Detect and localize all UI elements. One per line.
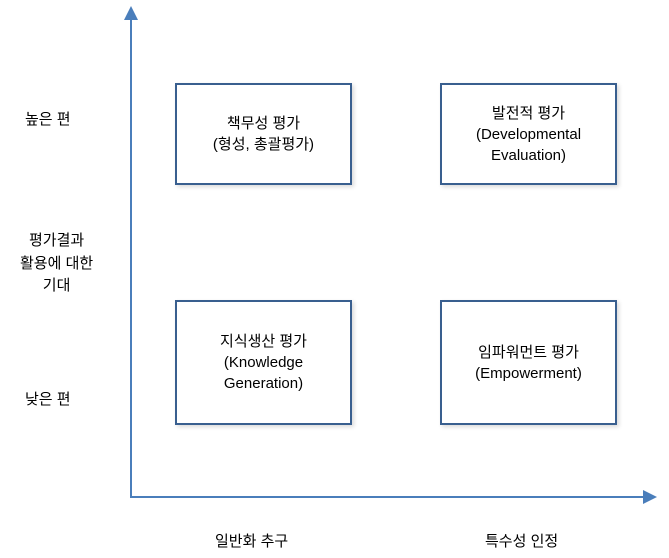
x-axis-arrow-icon	[643, 490, 657, 504]
quadrant-tl-subtitle: (형성, 총괄평가)	[213, 134, 314, 155]
quadrant-br-title: 임파워먼트 평가	[478, 342, 579, 363]
y-axis-low-label: 낮은 편	[25, 388, 71, 409]
x-axis-right-label: 특수성 인정	[485, 530, 558, 551]
quadrant-br-subtitle: (Empowerment)	[475, 363, 582, 384]
quadrant-bottom-right: 임파워먼트 평가 (Empowerment)	[440, 300, 617, 425]
y-axis-title: 평가결과 활용에 대한 기대	[20, 230, 93, 298]
quadrant-tr-subtitle-line1: (Developmental	[476, 124, 581, 145]
y-axis-title-line1: 평가결과	[29, 232, 84, 249]
quadrant-top-right: 발전적 평가 (Developmental Evaluation)	[440, 83, 617, 185]
quadrant-bottom-left: 지식생산 평가 (Knowledge Generation)	[175, 300, 352, 425]
quadrant-bl-title: 지식생산 평가	[220, 331, 307, 352]
quadrant-tr-subtitle-line2: Evaluation)	[491, 145, 566, 166]
quadrant-bl-subtitle-line1: (Knowledge	[224, 352, 303, 373]
quadrant-tr-title: 발전적 평가	[492, 103, 565, 124]
quadrant-bl-subtitle-line2: Generation)	[224, 373, 303, 394]
x-axis	[130, 496, 645, 498]
quadrant-top-left: 책무성 평가 (형성, 총괄평가)	[175, 83, 352, 185]
y-axis-title-line3: 기대	[43, 277, 71, 294]
y-axis-arrow-icon	[124, 6, 138, 20]
y-axis	[130, 18, 132, 498]
x-axis-left-label: 일반화 추구	[215, 530, 288, 551]
y-axis-title-line2: 활용에 대한	[20, 255, 93, 272]
quadrant-tl-title: 책무성 평가	[227, 113, 300, 134]
y-axis-high-label: 높은 편	[25, 108, 71, 129]
quadrant-chart: 높은 편 평가결과 활용에 대한 기대 낮은 편 일반화 추구 특수성 인정 책…	[0, 0, 669, 558]
